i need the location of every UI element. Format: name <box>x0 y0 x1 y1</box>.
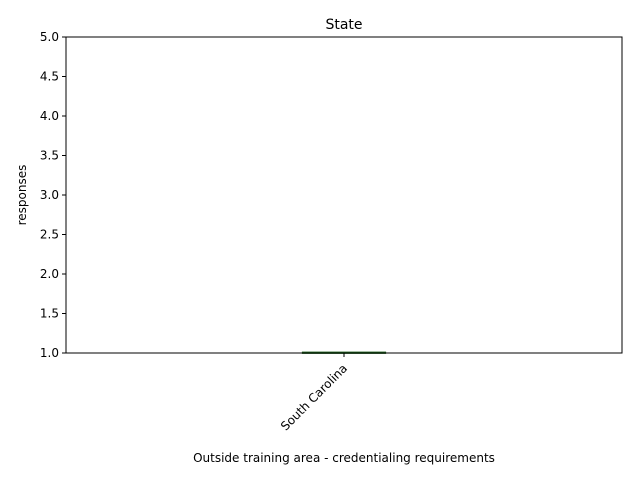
x-axis-label: Outside training area - credentialing re… <box>193 451 495 465</box>
y-tick-label: 1.0 <box>40 346 59 360</box>
y-tick-label: 2.5 <box>40 228 59 242</box>
y-tick-label: 2.0 <box>40 267 59 281</box>
y-tick-label: 3.0 <box>40 188 59 202</box>
y-tick-label: 4.5 <box>40 70 59 84</box>
y-tick-label: 4.0 <box>40 109 59 123</box>
y-axis-ticks: 1.0 1.5 2.0 2.5 3.0 3.5 4.0 4.5 5.0 <box>40 30 66 360</box>
y-tick-label: 1.5 <box>40 307 59 321</box>
plot-frame <box>65 36 623 354</box>
y-tick-label: 5.0 <box>40 30 59 44</box>
y-axis-label: responses <box>15 165 29 226</box>
y-tick-label: 3.5 <box>40 149 59 163</box>
chart-title: State <box>325 17 362 33</box>
